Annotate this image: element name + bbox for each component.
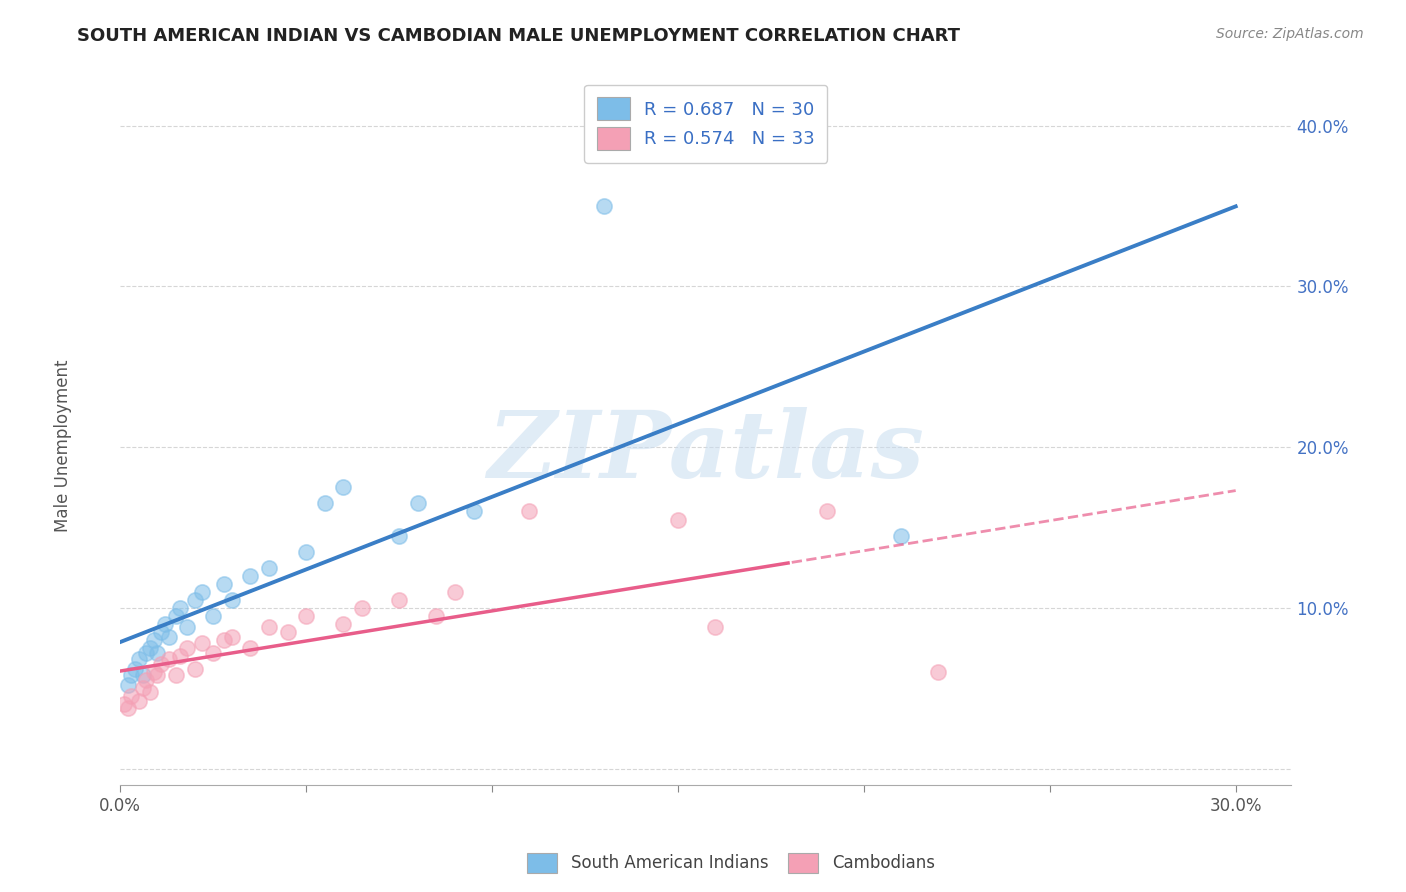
Point bbox=[165, 609, 187, 624]
Text: ZIPatlas: ZIPatlas bbox=[488, 408, 924, 498]
Point bbox=[139, 684, 162, 698]
Point bbox=[131, 668, 153, 682]
Point bbox=[704, 620, 727, 634]
Point bbox=[592, 199, 614, 213]
Point bbox=[120, 690, 142, 704]
Point bbox=[112, 698, 135, 712]
Point bbox=[202, 646, 225, 660]
Point bbox=[890, 528, 912, 542]
Point bbox=[139, 641, 162, 656]
Point bbox=[815, 504, 838, 518]
Point bbox=[239, 641, 262, 656]
Point bbox=[128, 694, 150, 708]
Point bbox=[183, 662, 205, 676]
Point bbox=[135, 646, 157, 660]
Point bbox=[257, 560, 280, 574]
Point bbox=[314, 496, 336, 510]
Point bbox=[191, 636, 214, 650]
Point bbox=[183, 593, 205, 607]
Point bbox=[295, 544, 318, 558]
Point bbox=[214, 633, 236, 648]
Point bbox=[157, 630, 180, 644]
Point bbox=[131, 681, 153, 696]
Point bbox=[117, 700, 139, 714]
Point bbox=[221, 593, 243, 607]
Point bbox=[295, 609, 318, 624]
Point bbox=[332, 617, 354, 632]
Point bbox=[517, 504, 540, 518]
Point bbox=[277, 625, 299, 640]
Point bbox=[153, 617, 176, 632]
Point bbox=[176, 641, 198, 656]
Legend: R = 0.687   N = 30, R = 0.574   N = 33: R = 0.687 N = 30, R = 0.574 N = 33 bbox=[585, 85, 827, 162]
Point bbox=[927, 665, 949, 680]
Text: Male Unemployment: Male Unemployment bbox=[55, 359, 72, 533]
Point bbox=[666, 512, 689, 526]
Point bbox=[142, 633, 165, 648]
Point bbox=[135, 673, 157, 688]
Point bbox=[444, 585, 467, 599]
Point bbox=[191, 585, 214, 599]
Point bbox=[463, 504, 485, 518]
Point bbox=[117, 678, 139, 692]
Point bbox=[221, 630, 243, 644]
Point bbox=[406, 496, 429, 510]
Point bbox=[332, 480, 354, 494]
Point bbox=[146, 668, 169, 682]
Legend: South American Indians, Cambodians: South American Indians, Cambodians bbox=[520, 847, 942, 880]
Point bbox=[146, 646, 169, 660]
Point bbox=[350, 601, 373, 615]
Point bbox=[165, 668, 187, 682]
Text: Source: ZipAtlas.com: Source: ZipAtlas.com bbox=[1216, 27, 1364, 41]
Point bbox=[169, 601, 191, 615]
Point bbox=[202, 609, 225, 624]
Point bbox=[214, 576, 236, 591]
Point bbox=[120, 668, 142, 682]
Point bbox=[124, 662, 146, 676]
Text: SOUTH AMERICAN INDIAN VS CAMBODIAN MALE UNEMPLOYMENT CORRELATION CHART: SOUTH AMERICAN INDIAN VS CAMBODIAN MALE … bbox=[77, 27, 960, 45]
Point bbox=[150, 657, 173, 672]
Point bbox=[257, 620, 280, 634]
Point bbox=[388, 528, 411, 542]
Point bbox=[128, 652, 150, 666]
Point bbox=[150, 625, 173, 640]
Point bbox=[142, 665, 165, 680]
Point bbox=[157, 652, 180, 666]
Point bbox=[169, 649, 191, 664]
Point bbox=[425, 609, 447, 624]
Point bbox=[388, 593, 411, 607]
Point bbox=[239, 568, 262, 582]
Point bbox=[176, 620, 198, 634]
